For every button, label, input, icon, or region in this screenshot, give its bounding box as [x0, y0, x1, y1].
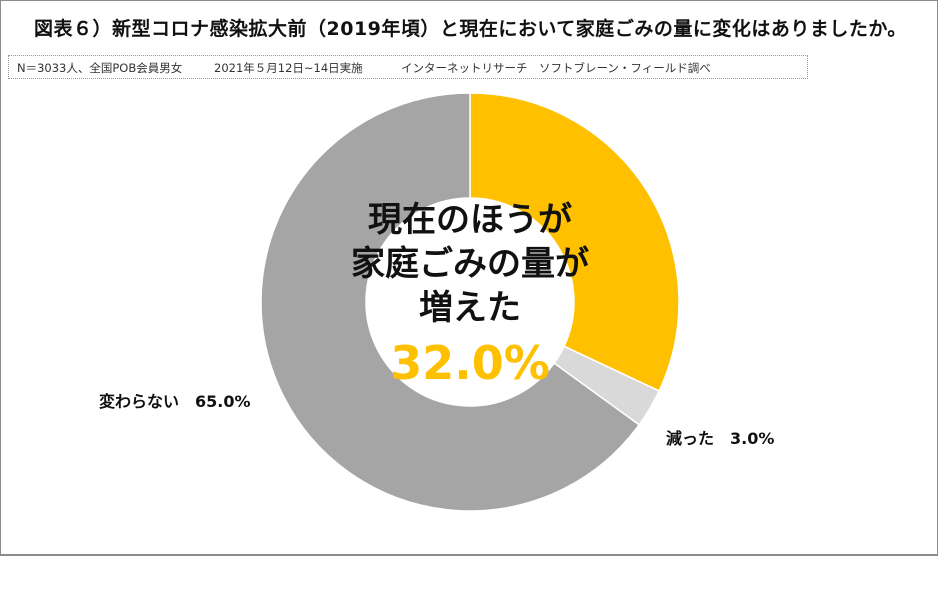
unchanged-data-label: 変わらない 65.0% [99, 392, 251, 411]
survey-note-box: N＝3033人、全国POB会員男女 2021年５月12日~14日実施 インターネ… [8, 55, 808, 79]
center-label-line1: 現在のほうが [368, 200, 572, 240]
chart-title: 図表６）新型コロナ感染拡大前（2019年頃）と現在において家庭ごみの量に変化はあ… [34, 18, 907, 40]
increased-percentage: 32.0% [390, 336, 550, 390]
source-text: インターネットリサーチ ソフトブレーン・フィールド調べ [401, 61, 711, 75]
slice-increased [469, 92, 680, 392]
survey-date-text: 2021年５月12日~14日実施 [214, 61, 363, 75]
center-label-line2: 家庭ごみの量が [351, 244, 589, 284]
center-label-line3: 増えた [419, 288, 521, 328]
decreased-data-label: 減った 3.0% [666, 429, 775, 448]
sample-size-text: N＝3033人、全国POB会員男女 [17, 61, 183, 75]
center-label: 現在のほうが 家庭ごみの量が 増えた [320, 198, 620, 330]
slice-unchanged [260, 92, 641, 512]
